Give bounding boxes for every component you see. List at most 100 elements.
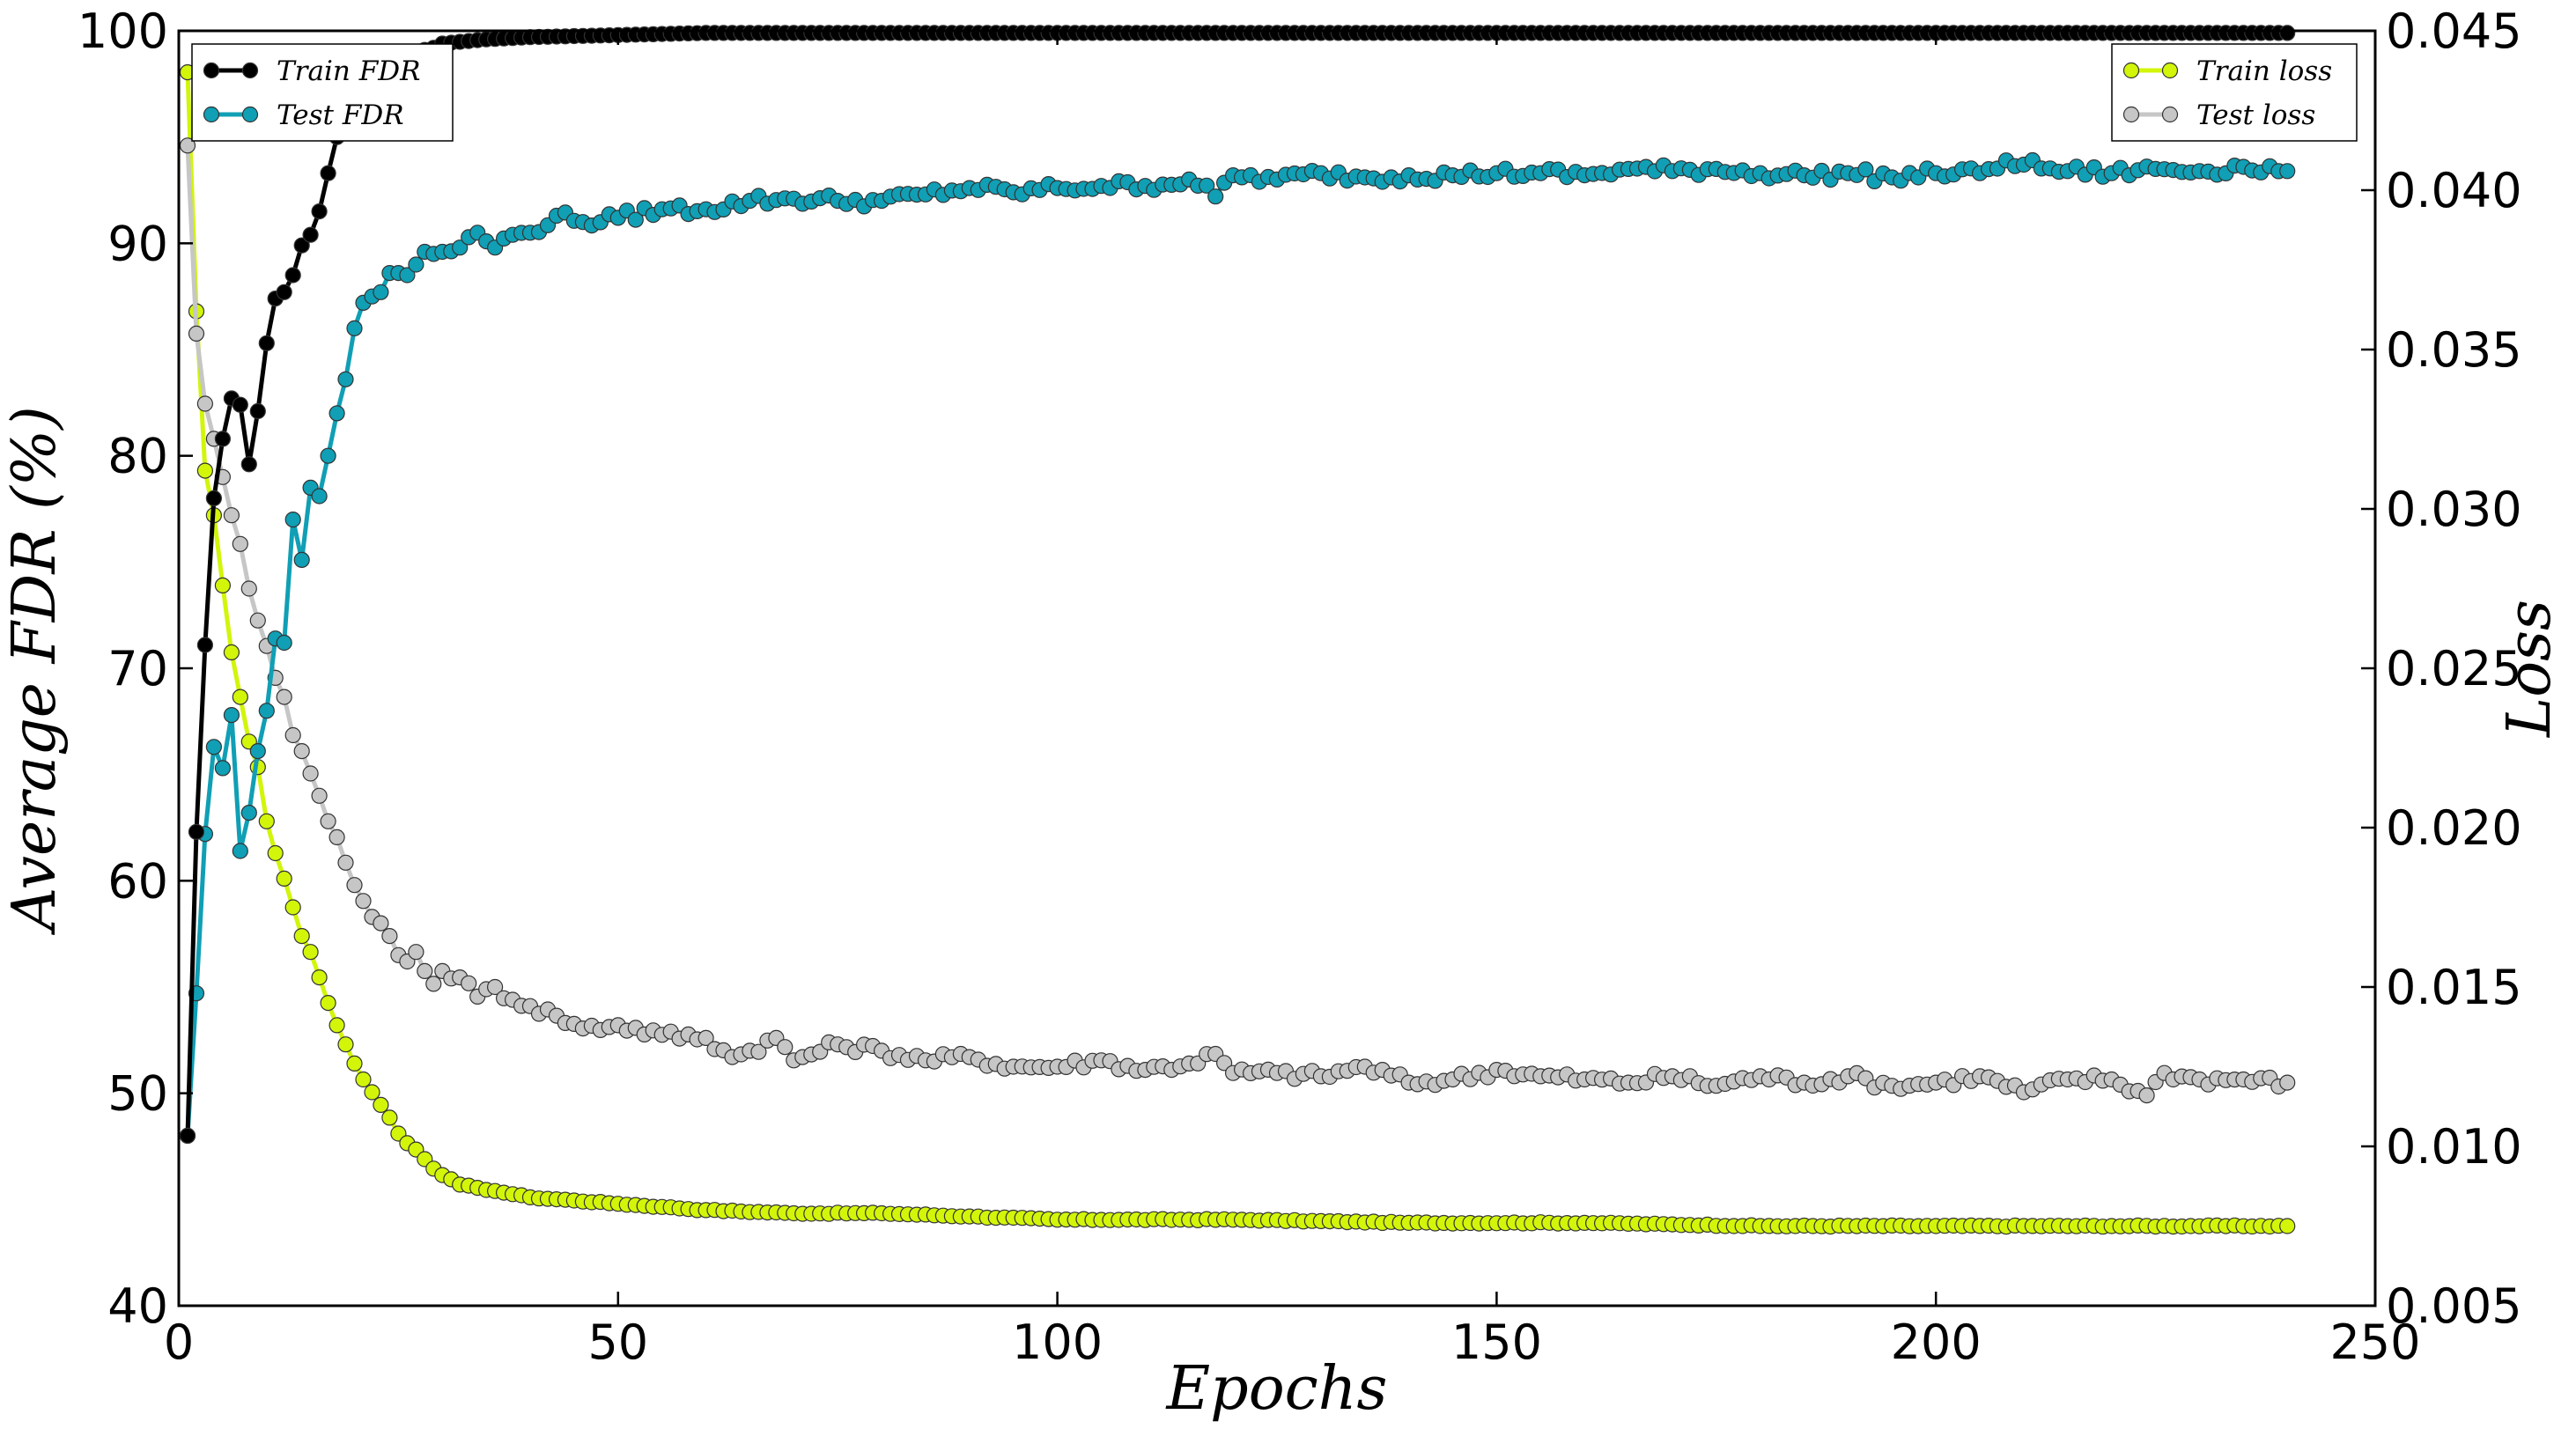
x-tick-label: 250 [2329, 1315, 2420, 1370]
legend-label: Train FDR [277, 55, 420, 87]
legend-marker [2161, 106, 2179, 123]
data-point-test-fdr [452, 239, 469, 256]
data-point-test-fdr [1199, 177, 1215, 194]
series-test-fdr [179, 151, 2296, 1145]
data-point-test-loss [2279, 1074, 2296, 1091]
data-point-test-loss [698, 1029, 714, 1047]
legend-left-frame [191, 43, 454, 142]
x-tick-label: 100 [1012, 1315, 1103, 1370]
legend-label: Test loss [2196, 99, 2315, 131]
data-point-train-loss [355, 1071, 372, 1088]
y-right-tick-label: 0.030 [2386, 482, 2522, 537]
data-point-test-loss [232, 535, 248, 552]
data-point-train-fdr [196, 637, 213, 653]
data-point-train-loss [320, 994, 336, 1012]
data-point-test-loss [196, 395, 213, 412]
y-left-axis-title: Average FDR (%) [0, 406, 70, 936]
data-point-train-loss [302, 944, 319, 961]
data-point-test-fdr [249, 742, 266, 760]
y-left-tick-label: 100 [78, 4, 168, 59]
data-point-train-fdr [214, 431, 231, 447]
data-point-train-fdr [249, 402, 266, 420]
data-point-train-loss [223, 644, 240, 661]
data-point-train-fdr [179, 1127, 196, 1145]
legend-marker [241, 106, 259, 123]
data-point-train-loss [311, 969, 328, 986]
series-line-train-fdr [185, 30, 2288, 1136]
y-left-tick-label: 80 [107, 429, 168, 484]
legend-left: Train FDR Test FDR [191, 43, 454, 142]
data-point-test-loss [276, 689, 292, 705]
legend-entry-test-fdr: Test FDR [203, 99, 404, 131]
data-point-train-fdr [258, 335, 275, 351]
data-point-train-loss [293, 927, 310, 945]
legend-label: Test FDR [277, 99, 404, 131]
x-tick-label: 0 [164, 1315, 194, 1370]
legend-entry-train-loss: Train loss [2122, 55, 2332, 87]
y-right-axis-ticks: 0.005 0.010 0.015 0.020 0.025 0.030 0.035 0.040… [2361, 4, 2522, 1334]
y-right-tick-label: 0.045 [2386, 4, 2522, 59]
data-point-train-loss [284, 899, 301, 916]
data-point-train-fdr [311, 203, 328, 220]
data-point-test-loss [240, 580, 257, 597]
data-point-test-loss [373, 915, 389, 932]
data-point-test-loss [777, 1039, 793, 1056]
plot-frame [177, 29, 2377, 1307]
legend-marker [203, 62, 220, 79]
data-point-train-fdr [240, 456, 257, 473]
legend-label: Train loss [2196, 55, 2332, 87]
legend-entry-test-loss: Test loss [2122, 99, 2315, 131]
data-point-train-loss [2279, 1218, 2296, 1234]
data-point-test-fdr [1207, 188, 1224, 205]
data-point-test-fdr [320, 447, 336, 464]
y-left-tick-label: 60 [107, 853, 168, 909]
data-point-train-fdr [284, 267, 301, 284]
data-point-test-fdr [293, 551, 310, 569]
data-point-test-fdr [232, 843, 248, 859]
data-point-test-loss [408, 944, 424, 961]
data-point-train-fdr [188, 823, 205, 840]
x-tick-label: 50 [587, 1315, 648, 1370]
data-point-test-fdr [240, 804, 257, 821]
data-point-test-loss [293, 742, 310, 760]
data-point-test-fdr [223, 706, 240, 724]
data-point-test-loss [381, 927, 398, 945]
data-point-test-loss [302, 765, 319, 782]
x-axis-title: Epochs [1165, 1354, 1388, 1424]
data-point-test-fdr [311, 488, 328, 505]
data-point-test-fdr [337, 371, 354, 387]
y-right-tick-label: 0.025 [2386, 641, 2522, 696]
data-point-train-fdr [276, 284, 292, 300]
data-point-test-fdr [408, 256, 424, 273]
data-point-train-loss [267, 844, 284, 862]
data-point-train-loss [328, 1017, 345, 1034]
series-line-test-loss [185, 145, 2289, 1098]
legend-marker [241, 62, 259, 79]
data-point-test-loss [1215, 1055, 1233, 1072]
series-test-loss [179, 137, 2296, 1104]
data-point-train-loss [232, 689, 248, 705]
y-left-axis-ticks: 40 50 60 70 80 90 100 [78, 4, 193, 1334]
y-left-tick-label: 70 [107, 641, 168, 696]
data-point-test-fdr [627, 211, 644, 228]
y-right-tick-label: 0.040 [2386, 163, 2522, 218]
data-point-test-loss [328, 829, 345, 846]
data-point-train-fdr [293, 237, 310, 254]
data-point-test-fdr [214, 760, 231, 777]
data-point-test-loss [417, 962, 433, 980]
data-point-test-fdr [284, 511, 301, 528]
data-point-test-loss [346, 877, 363, 894]
data-point-test-fdr [205, 739, 222, 755]
legend-right-frame [2111, 43, 2358, 142]
legend-marker [203, 106, 220, 123]
data-point-train-loss [276, 870, 292, 888]
y-right-tick-label: 0.035 [2386, 322, 2522, 378]
data-point-train-loss [346, 1055, 363, 1072]
data-point-test-fdr [258, 703, 275, 719]
data-point-test-loss [284, 726, 301, 744]
x-tick-label: 150 [1451, 1315, 1542, 1370]
x-axis-ticks: 0 50 100 150 200 250 [164, 31, 2421, 1370]
data-point-train-loss [258, 813, 275, 829]
